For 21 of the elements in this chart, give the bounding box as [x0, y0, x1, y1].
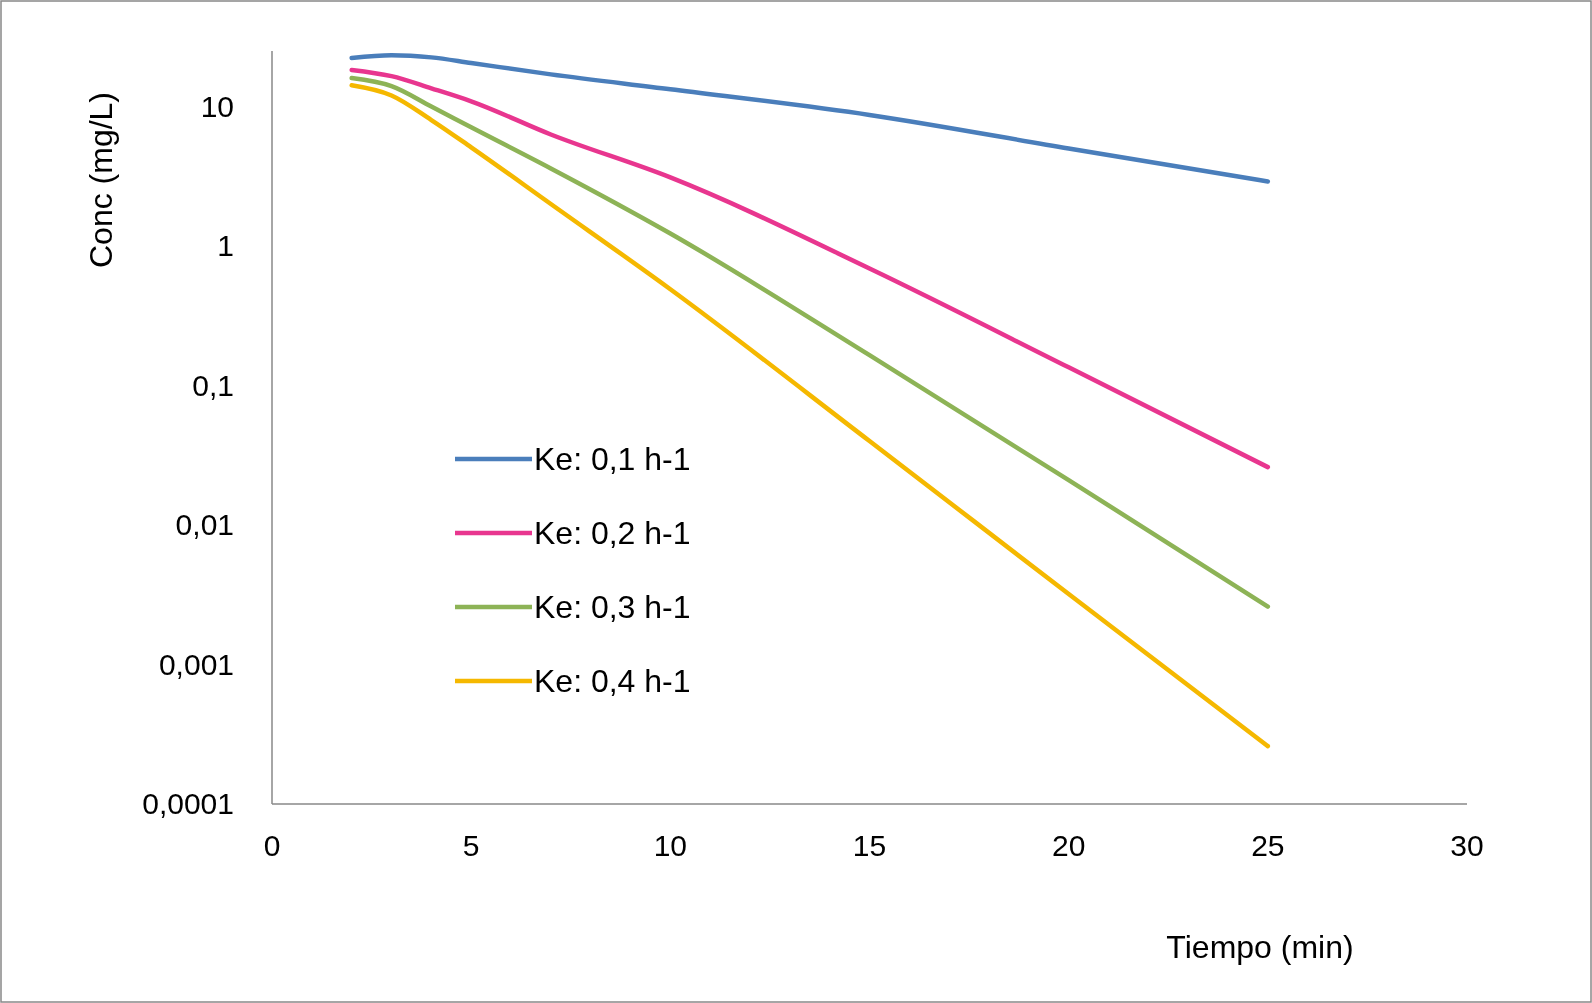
x-axis-title: Tiempo (min) — [1166, 929, 1354, 965]
legend-label: Ke: 0,2 h-1 — [534, 515, 691, 551]
y-tick-label: 0,001 — [158, 647, 234, 681]
legend-label: Ke: 0,4 h-1 — [534, 663, 691, 699]
line-series — [349, 53, 1271, 184]
y-tick-label: 0,01 — [175, 508, 234, 541]
legend-label: Ke: 0,1 h-1 — [534, 441, 691, 477]
x-tick-label: 25 — [1251, 829, 1285, 862]
y-tick-label: 0,1 — [192, 368, 234, 402]
x-tick-label: 15 — [852, 829, 887, 862]
x-tick-label: 30 — [1450, 829, 1484, 862]
y-tick-label: 1 — [217, 229, 234, 263]
x-tick-label: 10 — [653, 829, 688, 862]
x-tick-label: 0 — [263, 829, 281, 862]
y-tick-label: 0,0001 — [142, 787, 234, 820]
line-series — [349, 83, 1271, 749]
legend-label: Ke: 0,3 h-1 — [534, 589, 691, 625]
x-tick-label: 20 — [1051, 829, 1086, 862]
y-axis-title: Conc (mg/L) — [83, 91, 119, 269]
x-tick-label: 5 — [462, 829, 480, 862]
y-tick-label: 10 — [200, 89, 234, 123]
